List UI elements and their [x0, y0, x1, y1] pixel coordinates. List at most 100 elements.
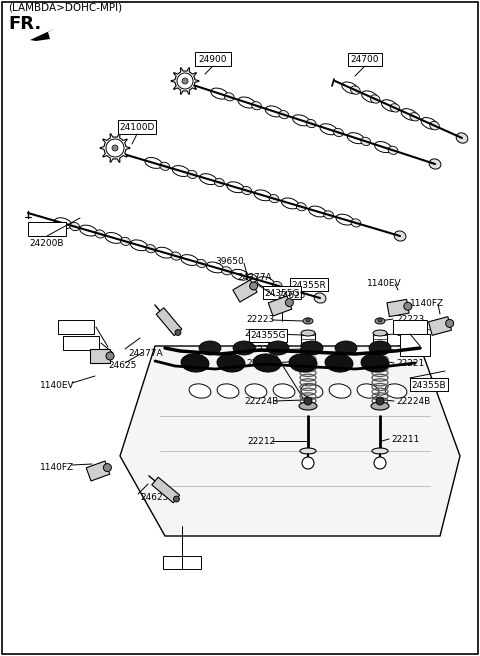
Ellipse shape	[257, 277, 274, 287]
Ellipse shape	[336, 214, 353, 225]
Text: 1140EV: 1140EV	[367, 279, 402, 289]
Ellipse shape	[289, 354, 317, 372]
Ellipse shape	[296, 203, 306, 211]
Text: 22223: 22223	[396, 314, 424, 323]
Ellipse shape	[350, 86, 360, 94]
Ellipse shape	[382, 100, 398, 112]
Text: 24355R: 24355R	[292, 281, 326, 289]
Polygon shape	[268, 296, 292, 316]
Ellipse shape	[401, 109, 418, 121]
Ellipse shape	[252, 102, 262, 110]
Text: 22226C: 22226C	[396, 329, 431, 338]
Ellipse shape	[199, 341, 221, 355]
Ellipse shape	[217, 384, 239, 398]
Text: 24355C: 24355C	[60, 321, 95, 331]
Text: 24377A: 24377A	[237, 274, 272, 283]
Ellipse shape	[247, 274, 257, 282]
Polygon shape	[171, 68, 199, 94]
Ellipse shape	[376, 349, 384, 353]
Ellipse shape	[388, 146, 398, 154]
Ellipse shape	[309, 206, 326, 217]
Ellipse shape	[375, 318, 385, 324]
Ellipse shape	[272, 281, 282, 289]
Ellipse shape	[181, 255, 198, 266]
Ellipse shape	[314, 293, 326, 303]
Ellipse shape	[334, 129, 343, 136]
Ellipse shape	[106, 352, 114, 360]
Ellipse shape	[160, 162, 170, 171]
Ellipse shape	[250, 282, 258, 290]
Ellipse shape	[293, 115, 310, 126]
Ellipse shape	[373, 342, 387, 348]
Ellipse shape	[301, 341, 323, 355]
Polygon shape	[100, 134, 130, 162]
Ellipse shape	[145, 157, 162, 169]
Text: (LAMBDA>DOHC-MPI): (LAMBDA>DOHC-MPI)	[8, 3, 122, 13]
Ellipse shape	[189, 384, 211, 398]
Ellipse shape	[171, 252, 181, 260]
Ellipse shape	[445, 319, 454, 327]
Text: 24355A: 24355A	[165, 556, 200, 565]
Text: 24200B: 24200B	[30, 239, 64, 247]
Bar	[195, 52, 231, 66]
Ellipse shape	[456, 133, 468, 143]
Bar	[63, 336, 99, 350]
Ellipse shape	[267, 341, 289, 355]
Ellipse shape	[196, 259, 206, 268]
Text: 24625: 24625	[277, 291, 305, 300]
Text: 22223: 22223	[246, 316, 274, 325]
Ellipse shape	[320, 124, 337, 134]
Ellipse shape	[421, 117, 438, 129]
Bar	[118, 120, 156, 134]
Bar	[410, 378, 448, 391]
Polygon shape	[152, 477, 180, 503]
Text: 22211: 22211	[391, 434, 420, 443]
Text: 24625: 24625	[395, 321, 423, 331]
Ellipse shape	[54, 218, 72, 229]
Ellipse shape	[120, 237, 130, 245]
Bar	[400, 334, 430, 356]
Bar	[290, 278, 328, 291]
Polygon shape	[106, 139, 124, 157]
Ellipse shape	[146, 245, 156, 253]
Ellipse shape	[105, 232, 122, 243]
Bar	[301, 333, 315, 345]
Ellipse shape	[242, 186, 252, 195]
Ellipse shape	[374, 142, 392, 153]
Ellipse shape	[361, 354, 389, 372]
Text: 39650: 39650	[215, 256, 244, 266]
Ellipse shape	[329, 384, 351, 398]
Ellipse shape	[361, 137, 371, 146]
Ellipse shape	[211, 88, 228, 99]
Bar	[249, 329, 287, 342]
Ellipse shape	[269, 195, 279, 203]
Ellipse shape	[301, 330, 315, 336]
Text: 22221: 22221	[246, 358, 274, 367]
Ellipse shape	[410, 113, 420, 121]
Bar	[163, 556, 201, 569]
Ellipse shape	[156, 247, 173, 258]
Ellipse shape	[394, 231, 406, 241]
Ellipse shape	[374, 457, 386, 469]
Ellipse shape	[206, 262, 224, 273]
Ellipse shape	[233, 341, 255, 355]
Ellipse shape	[378, 318, 382, 322]
Text: 22212: 22212	[247, 436, 275, 445]
Ellipse shape	[80, 225, 97, 236]
Ellipse shape	[238, 97, 255, 108]
Text: 22226C: 22226C	[244, 329, 278, 338]
Ellipse shape	[304, 397, 312, 405]
Text: 22222: 22222	[396, 346, 424, 354]
Polygon shape	[182, 78, 188, 84]
Text: 22224B: 22224B	[396, 396, 430, 405]
Ellipse shape	[222, 267, 231, 275]
Ellipse shape	[303, 318, 313, 324]
Text: 1140FZ: 1140FZ	[410, 300, 444, 308]
Ellipse shape	[130, 240, 148, 251]
Ellipse shape	[372, 347, 388, 355]
Ellipse shape	[429, 159, 441, 169]
Ellipse shape	[173, 496, 180, 502]
Ellipse shape	[103, 464, 111, 472]
Polygon shape	[30, 28, 56, 41]
Ellipse shape	[304, 349, 312, 353]
